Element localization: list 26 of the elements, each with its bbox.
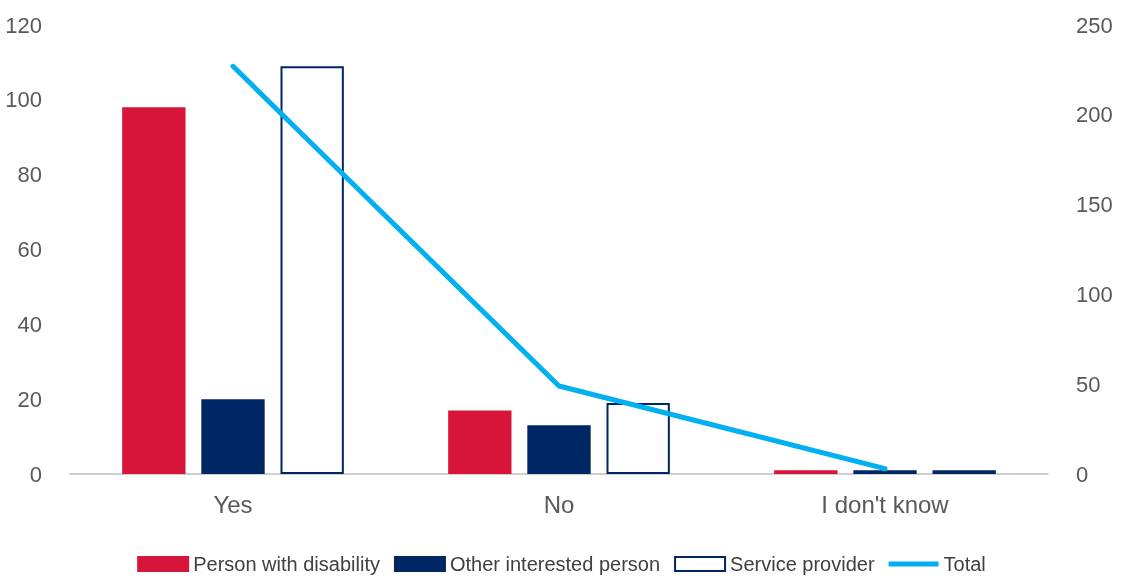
bar	[606, 402, 670, 474]
legend-label: Person with disability	[193, 553, 380, 575]
y-tick-label: 120	[5, 12, 42, 38]
y2-tick-label: 100	[1076, 281, 1113, 307]
legend-label: Service provider	[730, 553, 875, 575]
y-tick-label: 100	[5, 87, 42, 113]
y-tick-label: 60	[17, 237, 42, 262]
y-tick-label: 40	[17, 311, 42, 337]
bar	[201, 399, 265, 474]
bar	[122, 107, 186, 474]
bar	[448, 410, 512, 474]
legend-label: Total	[943, 553, 986, 575]
x-tick-label: Yes	[213, 490, 253, 518]
y-tick-label: 20	[17, 386, 42, 412]
x-tick-label: I don't know	[821, 490, 950, 518]
y-tick-label: 80	[17, 162, 42, 188]
y2-tick-label: 250	[1076, 12, 1113, 38]
y2-tick-label: 200	[1076, 102, 1113, 128]
y2-tick-label: 0	[1076, 461, 1089, 487]
y-tick-label: 0	[29, 461, 42, 487]
bar	[527, 425, 591, 474]
bar	[280, 66, 344, 474]
y2-tick-label: 50	[1076, 371, 1101, 397]
y2-tick-label: 150	[1076, 192, 1113, 218]
x-tick-label: No	[543, 490, 575, 518]
legend-label: Other interested person	[449, 553, 661, 575]
